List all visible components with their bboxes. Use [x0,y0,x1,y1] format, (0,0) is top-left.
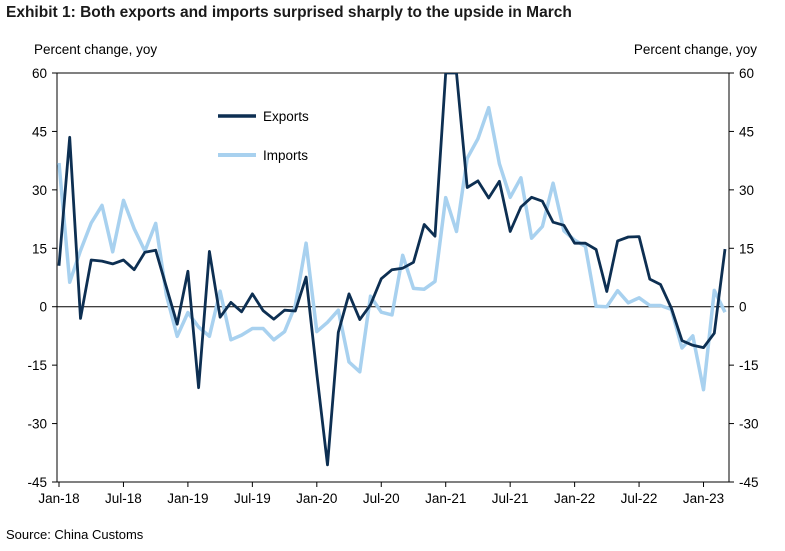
y-tick-label-right: 45 [739,124,754,139]
x-tick-label: Jul-19 [234,491,271,506]
source-note: Source: China Customs [6,527,144,542]
x-tick-label: Jan-18 [38,491,79,506]
y-axis-label-left: Percent change, yoy [34,42,158,57]
x-tick-label: Jan-23 [683,491,724,506]
y-tick-label-left: -30 [27,417,47,432]
x-tick-label: Jul-18 [105,491,142,506]
y-tick-label-left: -45 [27,475,47,490]
y-tick-label-left: 30 [32,183,47,198]
y-tick-label-left: 15 [32,241,47,256]
x-tick-label: Jan-20 [296,491,337,506]
chart-legend: Exports Imports [218,109,309,163]
legend-label-exports: Exports [263,109,309,124]
y-tick-label-right: 30 [739,183,754,198]
y-tick-label-left: 0 [39,300,47,315]
y-tick-label-right: 0 [739,300,747,315]
y-tick-label-right: -30 [739,417,759,432]
y-axis-label-right: Percent change, yoy [633,42,757,57]
plot-frame [56,72,730,483]
y-tick-label-left: 45 [32,124,47,139]
x-tick-label: Jul-20 [363,491,400,506]
chart-title: Exhibit 1: Both exports and imports surp… [6,4,572,21]
x-tick-label: Jul-21 [492,491,529,506]
y-tick-label-right: -15 [739,358,759,373]
legend-label-imports: Imports [263,148,308,163]
y-tick-label-right: -45 [739,475,759,490]
y-tick-label-left: 60 [32,66,47,81]
series-line-exports [57,73,727,467]
y-tick-label-right: 15 [739,241,754,256]
x-tick-label: Jan-19 [167,491,208,506]
series-line-imports [57,105,727,392]
y-tick-label-right: 60 [739,66,754,81]
x-tick-label: Jan-21 [425,491,466,506]
x-tick-label: Jan-22 [554,491,595,506]
y-tick-label-left: -15 [27,358,47,373]
chart-lines [57,73,727,467]
x-tick-label: Jul-22 [621,491,658,506]
